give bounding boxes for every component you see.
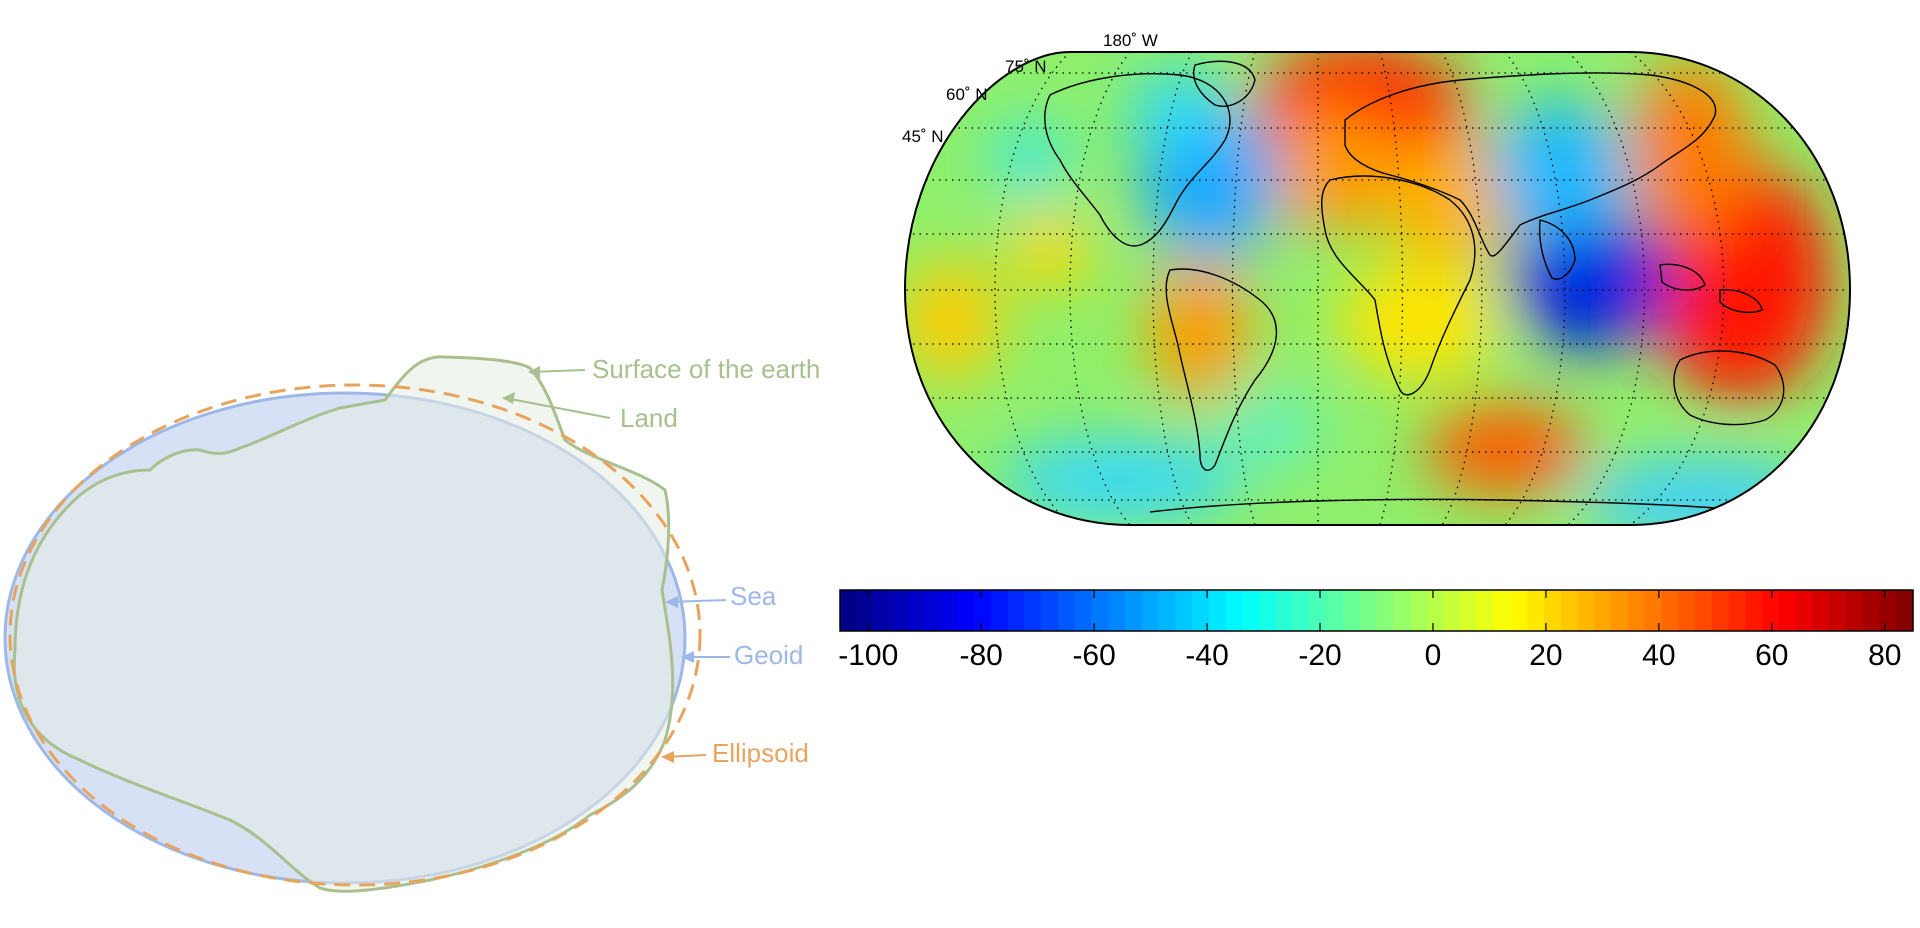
colorbar-cell xyxy=(873,590,891,631)
colorbar-cell xyxy=(1879,590,1897,631)
label-lat-60: 60˚ N xyxy=(946,85,988,104)
label-surface: Surface of the earth xyxy=(592,354,820,384)
colorbar-cell xyxy=(1393,590,1411,631)
colorbar-cell xyxy=(1611,590,1629,631)
label-lat-45: 45˚ N xyxy=(902,127,944,146)
colorbar-tick-label: 60 xyxy=(1755,639,1788,672)
colorbar-cell xyxy=(957,590,975,631)
colorbar-cell xyxy=(1695,590,1713,631)
earth-surface-shape xyxy=(12,355,675,893)
colorbar-cell xyxy=(1125,590,1143,631)
colorbar-cell xyxy=(1091,590,1109,631)
colorbar-cell xyxy=(1007,590,1026,631)
colorbar-cell xyxy=(1158,590,1176,631)
colorbar-cell xyxy=(990,590,1009,631)
colorbar-cell xyxy=(1711,590,1730,631)
label-180w: 180˚ W xyxy=(1103,31,1158,50)
colorbar-cell xyxy=(1024,590,1042,631)
colorbar-cell xyxy=(1678,590,1696,631)
colorbar-cell xyxy=(840,590,858,631)
colorbar-cell xyxy=(1359,590,1378,631)
colorbar-tick-label: -40 xyxy=(1185,639,1228,672)
colorbar-cell xyxy=(1342,590,1361,631)
colorbar-cell xyxy=(1627,590,1646,631)
colorbar-tick-label: 80 xyxy=(1868,639,1901,672)
label-ellipsoid: Ellipsoid xyxy=(712,738,809,768)
land-arrow xyxy=(504,397,611,419)
colorbar-cell xyxy=(1208,590,1227,631)
colorbar-cell xyxy=(1192,590,1210,631)
colorbar-cell xyxy=(1426,590,1445,631)
label-lat-75: 75˚ N xyxy=(1005,57,1047,76)
colorbar-cell xyxy=(1477,590,1495,631)
colorbar-cell xyxy=(856,590,875,631)
colorbar-tick-label: -100 xyxy=(838,639,898,672)
colorbar-tick-label: -20 xyxy=(1298,639,1341,672)
colorbar-cell xyxy=(1259,590,1277,631)
colorbar-cell xyxy=(923,590,942,631)
colorbar-cell xyxy=(1493,590,1512,631)
colorbar-cell xyxy=(1510,590,1528,631)
colorbar-cell xyxy=(1544,590,1562,631)
colorbar-cell xyxy=(1460,590,1478,631)
colorbar-cell xyxy=(1326,590,1344,631)
colorbar-cell xyxy=(1242,590,1260,631)
colorbar-cell xyxy=(1275,590,1294,631)
colorbar-tick-label: 0 xyxy=(1425,639,1442,672)
colorbar-cell xyxy=(1443,590,1461,631)
colorbar-cell xyxy=(1795,590,1814,631)
colorbar-cell xyxy=(1041,590,1059,631)
map-field xyxy=(905,52,1850,525)
colorbar-tick-label: 40 xyxy=(1642,639,1675,672)
colorbar-cell xyxy=(1762,590,1780,631)
colorbar-cell xyxy=(1661,590,1679,631)
colorbar-frame xyxy=(839,589,1914,632)
colorbar-cell xyxy=(1778,590,1797,631)
graticule xyxy=(905,52,1850,525)
colorbar-cell xyxy=(1175,590,1193,631)
colorbar-cell xyxy=(1309,590,1327,631)
colorbar-cell xyxy=(1845,590,1864,631)
colorbar-cell xyxy=(1108,590,1126,631)
colorbar-cell xyxy=(1057,590,1076,631)
colorbar-cell xyxy=(1896,590,1914,631)
colorbar-cell xyxy=(1410,590,1428,631)
colorbar-cells xyxy=(840,590,1914,631)
colorbar-cell xyxy=(1644,590,1663,631)
colorbar-tick-label: -60 xyxy=(1072,639,1115,672)
colorbar-tick-label: 20 xyxy=(1529,639,1562,672)
label-geoid: Geoid xyxy=(734,640,803,670)
colorbar-cell xyxy=(974,590,992,631)
coastlines xyxy=(1044,60,1785,513)
colorbar-cell xyxy=(1862,590,1881,631)
colorbar-cell xyxy=(940,590,958,631)
colorbar-cell xyxy=(907,590,925,631)
label-land: Land xyxy=(620,403,678,433)
colorbar-cell xyxy=(1577,590,1596,631)
colorbar-cell xyxy=(1376,590,1394,631)
colorbar-cell xyxy=(1812,590,1830,631)
colorbar-cell xyxy=(1141,590,1160,631)
colorbar-cell xyxy=(1527,590,1545,631)
colorbar-cell xyxy=(1829,590,1847,631)
colorbar-cell xyxy=(1292,590,1311,631)
colorbar-cell xyxy=(1594,590,1612,631)
colorbar-cell xyxy=(1074,590,1093,631)
colorbar-cell xyxy=(1745,590,1763,631)
colorbar-ticks: -100 -80 -60 -40 -20 0 20 40 60 80 xyxy=(838,590,1901,672)
colorbar-cell xyxy=(1728,590,1746,631)
colorbar-cell xyxy=(1225,590,1243,631)
colorbar-cell xyxy=(1560,590,1579,631)
label-sea: Sea xyxy=(730,581,777,611)
colorbar-cell xyxy=(890,590,908,631)
colorbar-tick-label: -80 xyxy=(960,639,1003,672)
ellipsoid-shape xyxy=(8,383,702,887)
map-border xyxy=(903,51,1852,526)
